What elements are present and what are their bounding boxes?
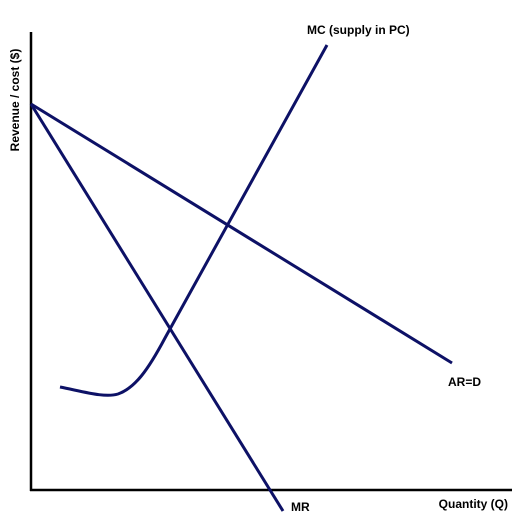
x-axis-label: Quantity (Q) — [439, 497, 508, 511]
y-axis-label: Revenue / cost ($) — [8, 49, 22, 152]
mc-curve — [59, 44, 329, 397]
mr-label: MR — [291, 500, 310, 514]
ar-label: AR=D — [448, 375, 481, 389]
mr-curve — [29, 103, 285, 512]
ar-demand-curve — [30, 102, 453, 365]
mc-label: MC (supply in PC) — [307, 23, 410, 37]
